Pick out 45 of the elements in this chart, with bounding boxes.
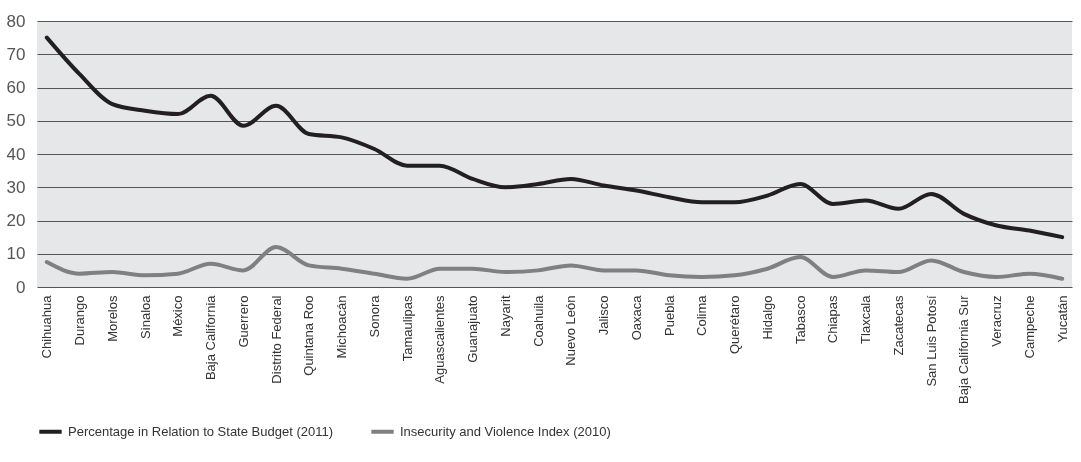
y-tick-label: 50 (6, 111, 26, 131)
x-tick-label: Tamaulipas (399, 295, 415, 362)
x-tick-label: Morelos (104, 295, 120, 342)
y-tick-label: 30 (6, 177, 26, 197)
x-tick-label: Oaxaca (628, 294, 644, 341)
y-tick-label: 80 (6, 11, 26, 31)
x-tick-label: Guanajuato (465, 295, 481, 363)
x-tick-label: San Luis Potosí (923, 295, 939, 387)
y-tick-label: 60 (6, 78, 26, 97)
x-tick-label: Distrito Federal (268, 295, 284, 384)
y-tick-label: 70 (6, 44, 26, 64)
x-tick-label: Sinaloa (137, 294, 153, 339)
x-tick-label: Yucatán (1054, 295, 1070, 343)
x-tick-label: Coahuila (530, 294, 546, 347)
x-tick-label: Nayarit (497, 295, 513, 337)
y-tick-label: 10 (6, 244, 26, 264)
y-tick-label: 40 (6, 144, 26, 164)
x-tick-label: Zacatecas (890, 295, 906, 356)
x-tick-label: Querétaro (727, 295, 743, 355)
x-tick-label: Chihuahua (39, 294, 55, 359)
x-tick-label: México (170, 295, 186, 337)
legend-label: Insecurity and Violence Index (2010) (400, 423, 611, 439)
x-tick-label: Quintana Roo (301, 295, 317, 376)
x-tick-label: Baja California (203, 294, 219, 381)
x-tick-label: Durango (72, 295, 88, 346)
legend-label: Percentage in Relation to State Budget (2011) (68, 423, 333, 439)
x-tick-label: Chiapas (825, 295, 841, 344)
x-tick-label: Hidalgo (759, 295, 775, 340)
x-tick-label: Guerrero (235, 295, 251, 348)
x-tick-label: Jalisco (596, 295, 612, 336)
x-tick-label: Veracruz (989, 295, 1005, 347)
x-tick-label: Nuevo León (563, 295, 579, 366)
line-series (44, 35, 1065, 240)
x-tick-label: Aguascalientes (432, 295, 448, 384)
x-tick-label: Michoacán (334, 295, 350, 359)
x-tick-label: Puebla (661, 294, 677, 336)
x-tick-label: Baja California Sur (956, 294, 972, 404)
x-tick-label: Colima (694, 294, 710, 336)
line-series (44, 245, 1065, 281)
x-tick-label: Tlaxcala (858, 294, 874, 344)
y-tick-label: 0 (16, 277, 26, 297)
x-tick-label: Sonora (366, 294, 382, 338)
y-tick-label: 20 (6, 211, 26, 230)
x-tick-label: Tabasco (792, 295, 808, 344)
x-tick-label: Campeche (1021, 295, 1037, 359)
